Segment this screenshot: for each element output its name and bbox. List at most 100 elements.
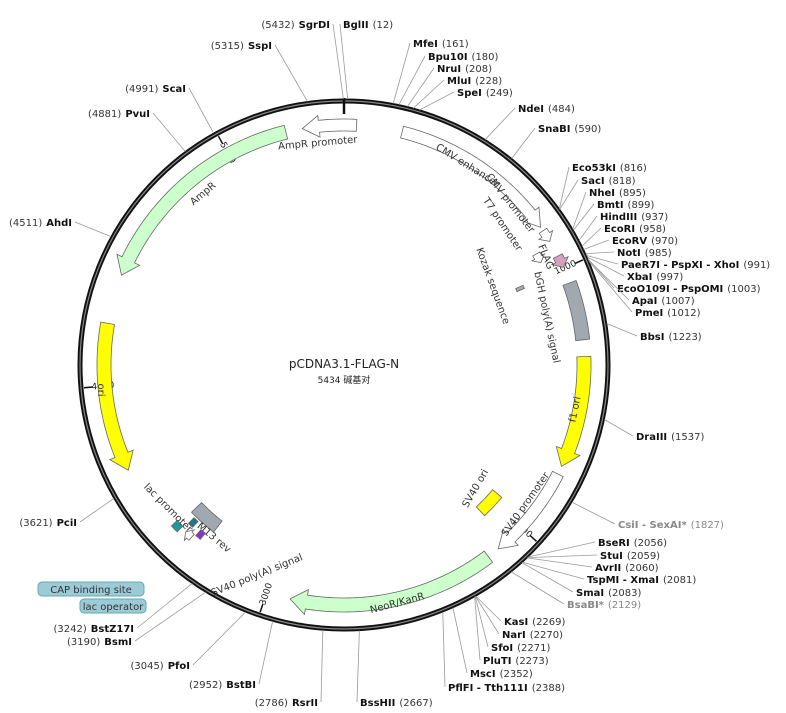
enzyme-label: (3045) PfoI: [130, 661, 190, 672]
enzyme-label: DraIII (1537): [636, 432, 705, 443]
enzyme-label: HindIII (937): [600, 212, 668, 223]
feature: [400, 125, 542, 228]
enzyme-name: SfoI: [491, 643, 513, 654]
enzyme-site-line: [511, 127, 536, 159]
enzyme-site-line: [79, 498, 115, 523]
enzyme-label: BmtI (899): [597, 200, 655, 211]
enzyme-label: Eco53kI (816): [572, 163, 647, 174]
enzyme-position: (5315): [211, 41, 244, 52]
feature: [190, 501, 223, 533]
enzyme-name: BsaBI*: [567, 600, 605, 611]
feature-label: SV40 poly(A) signal: [210, 552, 305, 599]
enzyme-site-line: [484, 107, 516, 140]
enzyme-label: (4991) ScaI: [125, 84, 186, 95]
enzyme-name: NruI: [437, 64, 461, 75]
feature-label: bGH poly(A) signal: [531, 271, 561, 365]
feature-label-box: [37, 581, 145, 597]
enzyme-site-line: [413, 79, 445, 109]
enzyme-position: (12): [373, 20, 394, 31]
enzyme-site-line: [578, 215, 598, 241]
enzyme-label: BseRI (2056): [598, 538, 667, 549]
enzyme-position: (2271): [517, 643, 550, 654]
enzyme-label: BbsI (1223): [640, 332, 702, 343]
enzyme-label: AvrII (2060): [595, 563, 659, 574]
enzyme-name: ScaI: [162, 84, 186, 95]
tick-mark: [529, 534, 537, 542]
enzyme-site-line: [588, 260, 633, 313]
enzyme-label: NdeI (484): [518, 104, 575, 115]
enzyme-label: (2786) RsrII: [255, 698, 318, 709]
enzyme-label: BsaBI* (2129): [567, 600, 641, 611]
feature: [195, 528, 206, 540]
feature: [537, 227, 554, 242]
enzyme-site-line: [356, 630, 360, 703]
enzyme-name: Eco53kI: [572, 163, 616, 174]
enzyme-site-line: [588, 259, 630, 301]
enzyme-label: (4881) PvuI: [88, 109, 150, 120]
enzyme-position: (970): [651, 236, 678, 247]
enzyme-position: (985): [645, 248, 672, 259]
enzyme-label: (4511) AhdI: [9, 218, 72, 229]
enzyme-name: PfoI: [168, 661, 190, 672]
enzyme-position: (590): [574, 124, 601, 135]
enzyme-position: (180): [472, 52, 499, 63]
enzyme-name: ApaI: [632, 296, 657, 307]
enzyme-position: (3045): [130, 661, 163, 672]
enzyme-position: (1007): [661, 296, 694, 307]
enzyme-label: (5432) SgrDI: [261, 20, 330, 31]
enzyme-site-line: [474, 596, 481, 661]
enzyme-name: BstZ17I: [91, 624, 134, 635]
enzyme-name: EcoRI: [604, 224, 635, 235]
enzyme-site-line: [585, 251, 615, 255]
enzyme-site-line: [521, 562, 574, 593]
enzyme-label: EcoRI (958): [604, 224, 666, 235]
feature: [187, 517, 199, 528]
enzyme-position: (2081): [663, 575, 696, 586]
enzyme-label: (3242) BstZ17I: [53, 624, 134, 635]
feature: [530, 251, 546, 263]
enzyme-label: MfeI (161): [413, 39, 469, 50]
enzyme-position: (2059): [627, 551, 660, 562]
feature: [475, 489, 503, 517]
feature-label: CAP binding site: [50, 585, 132, 596]
enzyme-site-line: [527, 541, 596, 558]
feature-label: AmpR promoter: [278, 134, 359, 152]
enzyme-position: (816): [620, 163, 647, 174]
feature-label: ori: [95, 383, 106, 396]
enzyme-label: NarI (2270): [502, 630, 563, 641]
tick-mark: [83, 386, 94, 389]
enzyme-name: MfeI: [413, 39, 438, 50]
enzyme-position: (2388): [532, 683, 565, 694]
enzyme-name: NheI: [589, 188, 615, 199]
enzyme-label: XbaI (997): [627, 272, 683, 283]
enzyme-site-line: [475, 595, 502, 622]
enzyme-site-line: [452, 607, 468, 674]
enzyme-site-line: [571, 501, 616, 525]
enzyme-site-line: [559, 179, 579, 210]
enzyme-name: BbsI: [640, 332, 664, 343]
enzyme-position: (2667): [399, 698, 432, 709]
enzyme-position: (228): [475, 76, 502, 87]
enzyme-name: SnaBI: [538, 124, 570, 135]
enzyme-position: (2269): [532, 617, 565, 628]
enzyme-site-line: [558, 166, 570, 209]
enzyme-name: MscI: [470, 669, 496, 680]
enzyme-name: NdeI: [518, 104, 544, 115]
tick-mark: [574, 259, 584, 265]
enzyme-position: (4991): [125, 84, 158, 95]
enzyme-label: BssHII (2667): [360, 698, 433, 709]
enzyme-label: CsiI - SexAI* (1827): [618, 520, 724, 531]
enzyme-name: PciI: [57, 518, 77, 529]
feature: [289, 550, 494, 616]
enzyme-name: BsmI: [104, 637, 132, 648]
enzyme-label: SfoI (2271): [491, 643, 551, 654]
enzyme-site-line: [192, 611, 246, 666]
enzyme-site-line: [572, 191, 587, 230]
enzyme-site-line: [188, 87, 214, 134]
enzyme-name: DraIII: [636, 432, 667, 443]
enzyme-site-line: [511, 571, 565, 605]
enzyme-position: (991): [743, 260, 770, 271]
enzyme-name: SgrDI: [299, 20, 330, 31]
enzyme-site-line: [581, 227, 602, 247]
